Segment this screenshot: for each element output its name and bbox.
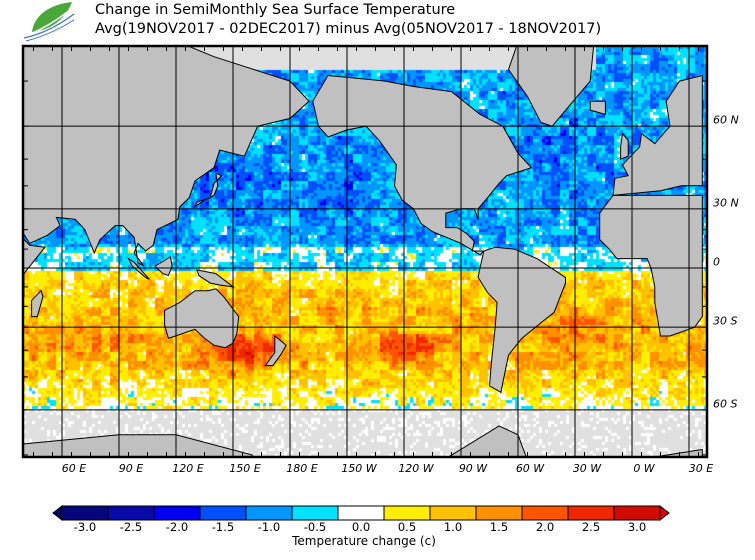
colorbar-box <box>521 505 569 521</box>
colorbar-title: Temperature change (c) <box>292 534 436 548</box>
land-greenland <box>507 46 595 127</box>
lon-label: 150 W <box>341 462 377 475</box>
colorbar-over-arrow <box>659 505 670 522</box>
lon-label: 0 W <box>633 462 655 475</box>
land-new-guinea <box>196 269 235 288</box>
land-north-america <box>312 74 533 256</box>
lat-label: 0 <box>713 255 720 269</box>
colorbar-label: 2.0 <box>535 520 555 534</box>
map-frame <box>21 44 709 459</box>
colorbar-box <box>337 505 385 521</box>
lon-label: 30 E <box>688 462 714 475</box>
colorbar-box <box>613 505 661 521</box>
lon-label: 120 E <box>172 462 204 475</box>
colorbar-label: -1.0 <box>257 520 281 534</box>
colorbar-label: 3.0 <box>627 520 647 534</box>
colorbar-label: -0.5 <box>303 520 327 534</box>
land-uk <box>620 132 629 160</box>
lat-label: 60 N <box>713 113 739 127</box>
chart-subtitle: Avg(19NOV2017 - 02DEC2017) minus Avg(05N… <box>95 21 602 37</box>
lon-label: 90 W <box>458 462 488 475</box>
colorbar-label: -1.5 <box>211 520 235 534</box>
lon-label: 60 E <box>61 462 87 475</box>
colorbar-box <box>245 505 293 521</box>
lon-label: 180 E <box>286 462 318 475</box>
colorbar-label: 1.0 <box>443 520 463 534</box>
land-eurasia <box>23 46 310 267</box>
lat-label: 60 S <box>713 397 738 411</box>
land-africa-west <box>599 194 703 337</box>
colorbar-box <box>475 505 523 521</box>
land-iceland <box>589 100 606 115</box>
colorbar-box <box>153 505 201 521</box>
land-australia <box>164 288 240 349</box>
lon-label: 120 W <box>398 462 434 475</box>
colorbar <box>52 505 670 522</box>
colorbar-box <box>199 505 247 521</box>
land-south-america <box>477 246 566 394</box>
colorbar-label: 0.0 <box>351 520 371 534</box>
colorbar-label: -2.0 <box>165 520 189 534</box>
lon-label: 60 W <box>515 462 545 475</box>
colorbar-label: -3.0 <box>73 520 97 534</box>
chart-title: Change in SemiMonthly Sea Surface Temper… <box>95 2 456 18</box>
land-antarctica <box>23 425 703 457</box>
colorbar-under-arrow <box>52 505 63 522</box>
colorbar-box <box>61 505 109 521</box>
colorbar-box <box>107 505 155 521</box>
colorbar-label: 2.5 <box>581 520 601 534</box>
land-madagascar <box>31 289 44 318</box>
lon-label: 90 E <box>118 462 144 475</box>
leaf-wave-logo <box>23 2 75 42</box>
land-borneo <box>154 255 173 277</box>
land-new-zealand <box>264 334 287 367</box>
colorbar-box <box>429 505 477 521</box>
lat-label: 30 N <box>713 196 739 210</box>
colorbar-label: 0.5 <box>397 520 417 534</box>
lon-label: 30 W <box>572 462 602 475</box>
land-japan <box>193 172 223 209</box>
land-sumatra <box>127 257 150 280</box>
lon-label: 150 E <box>229 462 261 475</box>
colorbar-box <box>383 505 431 521</box>
colorbar-box <box>291 505 339 521</box>
colorbar-box <box>567 505 615 521</box>
colorbar-label: -2.5 <box>119 520 143 534</box>
lat-label: 30 S <box>713 314 738 328</box>
colorbar-label: 1.5 <box>489 520 509 534</box>
